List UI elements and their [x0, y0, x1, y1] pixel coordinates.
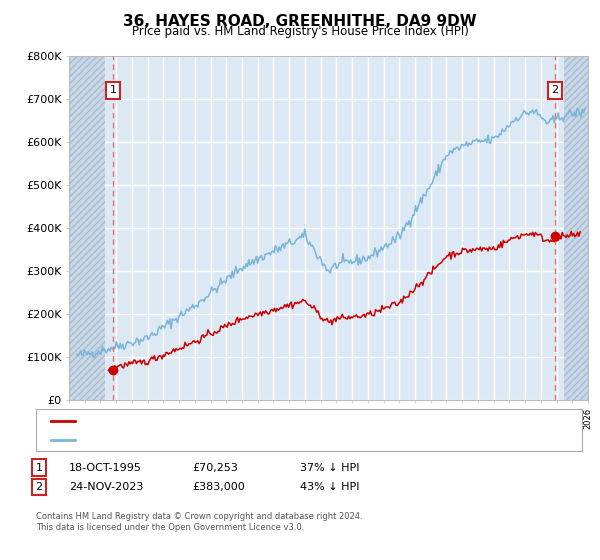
Text: 2: 2: [551, 86, 559, 95]
Bar: [565, 56, 588, 400]
Text: 2: 2: [35, 482, 43, 492]
Text: 36, HAYES ROAD, GREENHITHE, DA9 9DW: 36, HAYES ROAD, GREENHITHE, DA9 9DW: [123, 14, 477, 29]
Bar: [69, 56, 105, 400]
Text: 1: 1: [110, 86, 116, 95]
Text: 37% ↓ HPI: 37% ↓ HPI: [300, 463, 359, 473]
Text: 1: 1: [35, 463, 43, 473]
Text: 24-NOV-2023: 24-NOV-2023: [69, 482, 143, 492]
Text: 18-OCT-1995: 18-OCT-1995: [69, 463, 142, 473]
Text: Price paid vs. HM Land Registry's House Price Index (HPI): Price paid vs. HM Land Registry's House …: [131, 25, 469, 38]
Text: 36, HAYES ROAD, GREENHITHE, DA9 9DW (detached house): 36, HAYES ROAD, GREENHITHE, DA9 9DW (det…: [81, 416, 393, 426]
Text: £70,253: £70,253: [192, 463, 238, 473]
Text: Contains HM Land Registry data © Crown copyright and database right 2024.
This d: Contains HM Land Registry data © Crown c…: [36, 512, 362, 532]
Text: £383,000: £383,000: [192, 482, 245, 492]
Text: 43% ↓ HPI: 43% ↓ HPI: [300, 482, 359, 492]
Text: HPI: Average price, detached house, Dartford: HPI: Average price, detached house, Dart…: [81, 435, 318, 445]
